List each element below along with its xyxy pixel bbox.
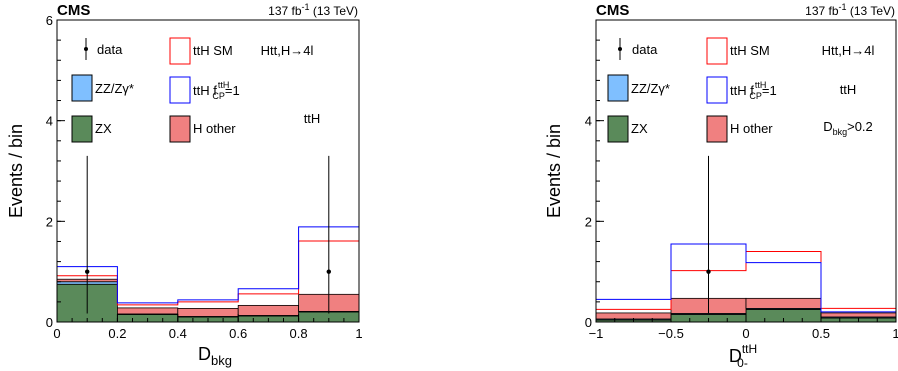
annotation-category-right: ttH	[840, 82, 857, 97]
svg-text:ZX: ZX	[95, 121, 112, 136]
y-tick-label: 4	[46, 114, 53, 129]
svg-text:ttH SM: ttH SM	[730, 43, 770, 58]
x-tick-label: 0	[742, 326, 749, 341]
annotation-channel-right: Htt,H→4l	[822, 43, 875, 58]
svg-text:H other: H other	[730, 121, 773, 136]
y-tick-label: 2	[585, 214, 592, 229]
x-axis-label-right: DttH 0-	[729, 342, 757, 370]
data-point-1	[326, 269, 331, 274]
annotation-category-left: ttH	[304, 111, 321, 126]
ticks-left: 0 0.2 0.4 0.6 0.8 1 0 2 4 6	[46, 13, 363, 341]
bar-h_other-2	[177, 308, 239, 317]
x-tick-label: 1	[355, 326, 362, 341]
svg-text:data: data	[97, 42, 123, 57]
x-tick-label: 0.2	[108, 326, 126, 341]
svg-text:H other: H other	[193, 121, 236, 136]
panel-right: CMS 137 fb-1 (13 TeV) −1 −0.5 0 0.5 1 0 2 4 Eve…	[544, 2, 898, 370]
annotation-cut-right: Dbkg>0.2	[823, 119, 873, 137]
legend-zz: ZZ/Zγ*	[71, 74, 134, 102]
line-tth_sm	[56, 240, 360, 322]
legend-right: data ZZ/Zγ* ZX ttH SM ttH fttH CP=1 H oth…	[607, 37, 777, 143]
legend-tth-sm: ttH SM	[169, 37, 233, 65]
y-tick-label: 6	[46, 13, 53, 28]
y-tick-label: 0	[585, 315, 592, 330]
legend-zx: ZX	[607, 115, 648, 143]
line-tth_cp	[595, 243, 897, 322]
y-tick-label: 4	[585, 114, 592, 129]
legend-tth-sm: ttH SM	[706, 37, 770, 65]
x-tick-label: 1	[892, 326, 898, 341]
y-axis-label-left: Events / bin	[6, 124, 26, 218]
y-axis-label-right: Events / bin	[544, 124, 564, 218]
x-tick-label: 0.8	[290, 326, 308, 341]
legend-tth-cp: ttH fttH CP=1	[169, 76, 240, 104]
legend-left: data ZZ/Zγ* ZX ttH SM ttH fttH CP=1 H oth…	[71, 37, 240, 143]
x-tick-label: 0	[53, 326, 60, 341]
lumi-label: 137 fb-1 (13 TeV)	[268, 2, 358, 18]
x-tick-label: 0.4	[169, 326, 187, 341]
svg-text:ZZ/Zγ*: ZZ/Zγ*	[631, 81, 670, 96]
histogram-right	[595, 155, 897, 323]
ticks-right: −1 −0.5 0 0.5 1 0 2 4	[585, 19, 898, 341]
bar-h_other-3	[237, 304, 299, 316]
x-tick-label: −0.5	[658, 326, 684, 341]
panel-left: CMS 137 fb-1 (13 TeV) 0 0.2 0.4 0.6 0.8 1 0 2 4 6…	[6, 2, 363, 368]
svg-text:ttH SM: ttH SM	[193, 43, 233, 58]
legend-zx: ZX	[71, 115, 112, 143]
y-tick-label: 2	[46, 214, 53, 229]
x-tick-label: −1	[589, 326, 604, 341]
x-tick-label: 0.6	[229, 326, 247, 341]
legend-data: data	[618, 38, 658, 60]
data-point-0	[706, 269, 711, 274]
svg-text:data: data	[632, 42, 658, 57]
bar-h_other-2	[745, 297, 822, 309]
data-point-0	[85, 269, 90, 274]
lumi-label: 137 fb-1 (13 TeV)	[805, 2, 895, 18]
annotation-channel-left: Htt,H→4l	[261, 43, 314, 58]
experiment-label: CMS	[596, 2, 629, 19]
svg-text:ZX: ZX	[631, 121, 648, 136]
frame-right	[595, 19, 897, 323]
bar-h_other-3	[820, 312, 897, 318]
legend-zz: ZZ/Zγ*	[607, 74, 670, 102]
plot-area-left: 0 0.2 0.4 0.6 0.8 1 0 2 4 6	[46, 13, 363, 341]
legend-tth-cp: ttH fttH CP=1	[706, 76, 777, 104]
experiment-label: CMS	[57, 2, 90, 19]
x-tick-label: 0.5	[812, 326, 830, 341]
y-tick-label: 0	[46, 315, 53, 330]
legend-h-other: H other	[169, 115, 236, 143]
histogram-left	[56, 155, 360, 323]
plot-area-right: −1 −0.5 0 0.5 1 0 2 4	[585, 19, 898, 341]
bar-h_other-1	[117, 307, 179, 315]
svg-text:ZZ/Zγ*: ZZ/Zγ*	[95, 81, 134, 96]
x-axis-label-left: Dbkg	[198, 344, 232, 368]
legend-data: data	[84, 38, 123, 60]
line-tth_cp	[56, 226, 360, 322]
legend-h-other: H other	[706, 115, 773, 143]
frame-left	[56, 19, 360, 323]
